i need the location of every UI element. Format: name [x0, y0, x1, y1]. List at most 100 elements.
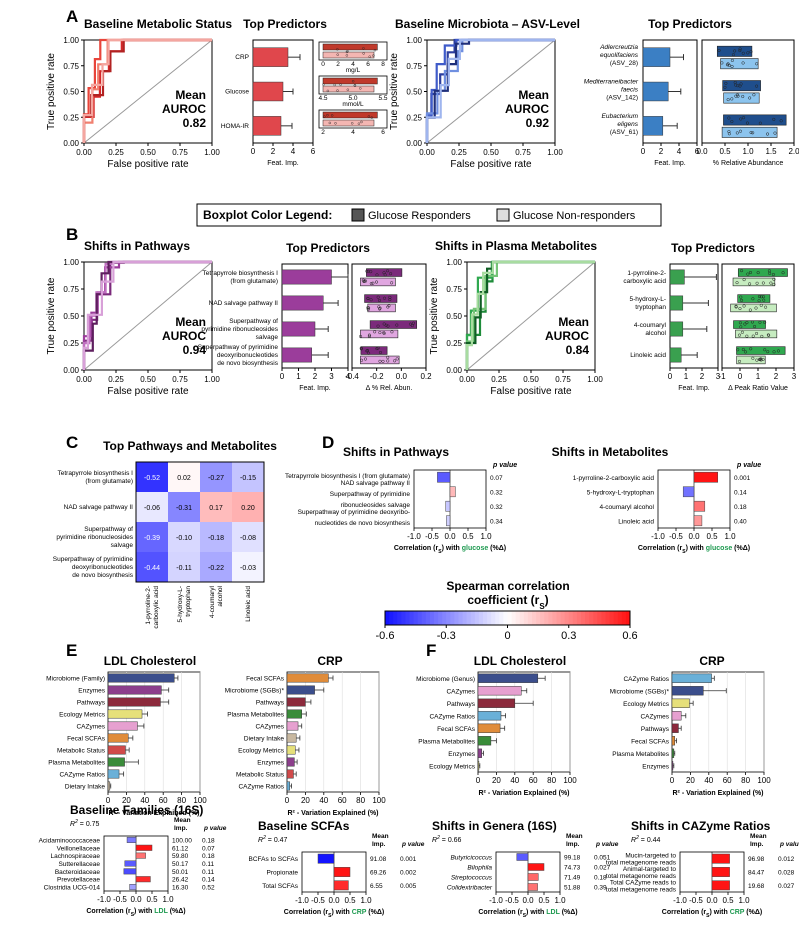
- x-tick-label: 60: [159, 796, 168, 805]
- corr-label: total metagenome reads: [606, 860, 677, 867]
- data-point: [745, 121, 749, 125]
- data-point: [378, 331, 382, 335]
- x-tick-label: 60: [723, 776, 732, 785]
- legend-swatch: [351, 208, 365, 222]
- corr-label: Prevotellaceae: [57, 877, 100, 884]
- data-point: [766, 333, 770, 337]
- x-tick-label: 0.50: [483, 148, 499, 157]
- panel-label: C: [66, 433, 78, 452]
- heatmap-value: -0.27: [208, 475, 224, 482]
- colorbar-step: [474, 611, 480, 625]
- x-tick-label: 4: [346, 372, 351, 381]
- colorbar-step: [609, 611, 615, 625]
- x-axis-label: Correlation (rS) with glucose (%Δ): [638, 545, 750, 555]
- mean-header: Mean: [372, 833, 389, 840]
- predictor-label: NAD salvage pathway II: [209, 300, 279, 307]
- x-tick-label: 0: [251, 147, 256, 156]
- data-point: [742, 304, 746, 308]
- data-point: [730, 119, 734, 124]
- boxplot-frame: [318, 109, 388, 129]
- colorbar-step: [589, 611, 594, 625]
- colorbar-step: [405, 611, 410, 625]
- heatmap-col-label: alcohol: [217, 585, 224, 606]
- heatmap-cell: [232, 522, 264, 552]
- colorbar-step: [483, 611, 488, 625]
- corr-title: Shifts in Genera (16S): [432, 819, 557, 833]
- data-point: [362, 279, 366, 283]
- data-point: [723, 85, 727, 89]
- data-point: [751, 131, 755, 135]
- importance-value: 96.98: [748, 856, 765, 863]
- x-tick-label: 0.5: [462, 532, 474, 541]
- importance-bar: [252, 116, 282, 136]
- p-value-header: p value: [595, 841, 619, 848]
- unit-label: mg/L: [346, 67, 361, 74]
- data-point: [369, 282, 373, 286]
- r2-label: Pathways: [256, 700, 285, 707]
- r2-label: CAZyme Ratios: [429, 713, 475, 720]
- data-point: [382, 296, 387, 300]
- colorbar-step: [446, 611, 451, 625]
- x-axis-label: % Relative Abundance: [713, 160, 784, 167]
- colorbar-step: [548, 611, 553, 625]
- x-tick-label: -1: [718, 372, 726, 381]
- r2-bar: [671, 686, 704, 696]
- imp-header: Imp.: [372, 841, 386, 848]
- p-value: 0.027: [778, 883, 795, 890]
- corr-label: 1-pyrroline-2-carboxylic acid: [573, 475, 655, 482]
- x-tick-label: 0.5: [706, 532, 718, 541]
- data-point: [738, 307, 742, 311]
- data-point: [362, 279, 366, 284]
- chance-diagonal: [426, 39, 556, 144]
- r2-label: Fecal SCFAs: [631, 738, 670, 745]
- data-point: [383, 273, 387, 277]
- box: [736, 355, 766, 365]
- box: [735, 329, 778, 339]
- legend-item: Glucose Responders: [368, 210, 471, 222]
- heatmap-row-label: de novo biosynthesis: [72, 572, 133, 579]
- x-tick-label: 0.50: [140, 375, 156, 384]
- p-value: 0.002: [400, 870, 417, 877]
- colorbar-step: [617, 611, 623, 625]
- data-point: [386, 355, 390, 359]
- axis-part: CRP: [352, 909, 367, 916]
- corr-bar: [711, 853, 730, 864]
- corr-title: Shifts in Metabolites: [552, 445, 669, 459]
- colorbar-step: [429, 611, 435, 625]
- data-point: [754, 306, 758, 310]
- x-tick-label: 0.75: [172, 375, 188, 384]
- data-point: [751, 297, 755, 301]
- colorbar-tick-label: 0: [504, 630, 510, 642]
- x-tick-label: 0.0: [328, 896, 340, 905]
- r2-value: R2 = 0.75: [70, 819, 100, 828]
- colorbar-title: Spearman correlation: [446, 579, 569, 593]
- legend-box: [196, 203, 662, 227]
- x-axis-label: False positive rate: [490, 386, 572, 397]
- colorbar-step: [613, 611, 619, 625]
- panel-label: A: [66, 7, 78, 26]
- corr-label: 4-coumaryl alcohol: [599, 504, 654, 511]
- importance-value: 69.26: [370, 870, 387, 877]
- axis-part: ) with: [709, 909, 729, 916]
- r2-label: Fecal SCFAs: [437, 726, 476, 733]
- r2-label: Dietary Intake: [244, 736, 284, 743]
- r2-sup: 2: [74, 819, 78, 825]
- unit-label: mmol/L: [342, 101, 364, 108]
- y-tick-label: 0.00: [63, 366, 79, 375]
- r2-bar: [477, 711, 502, 721]
- x-axis-label: R² - Variation Explained (%): [287, 810, 378, 817]
- data-point: [359, 346, 363, 350]
- data-point: [738, 129, 743, 133]
- importance-bar: [281, 347, 312, 363]
- x-axis-label: Feat. Imp.: [678, 385, 710, 392]
- corr-label: Linoleic acid: [618, 518, 654, 525]
- data-point: [763, 320, 767, 324]
- x-tick-label: -1.0: [489, 896, 503, 905]
- corr-bar: [135, 876, 151, 883]
- axis-part: S: [131, 912, 135, 918]
- heatmap-value: -0.39: [144, 535, 160, 542]
- y-tick-label: 1.00: [63, 258, 79, 267]
- corr-label: Lachnospiraceae: [50, 853, 100, 860]
- r2-bar: [107, 685, 162, 695]
- importance-value: 19.68: [748, 883, 765, 890]
